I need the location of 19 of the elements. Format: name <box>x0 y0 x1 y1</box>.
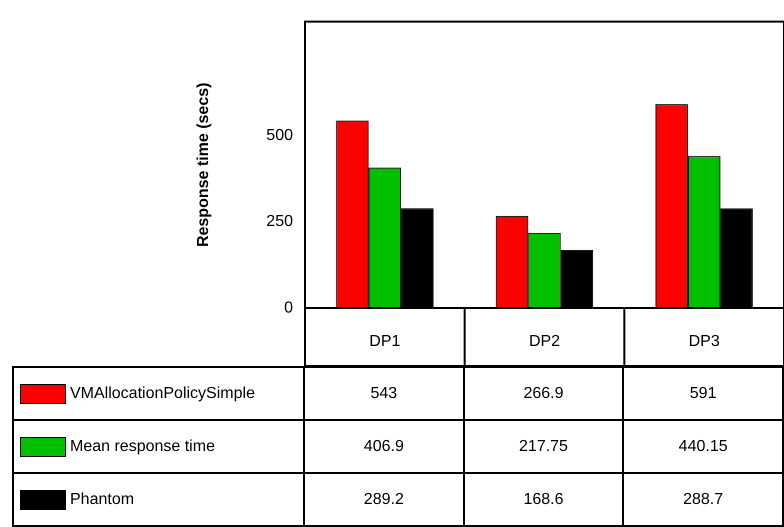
y-tick-label: 0 <box>284 299 294 316</box>
x-tick-label: DP1 <box>369 333 400 350</box>
legend-label: Phantom <box>70 490 134 508</box>
data-label: 289.2 <box>305 474 465 527</box>
data-label: 266.9 <box>464 368 624 421</box>
data-label: 217.75 <box>464 421 624 474</box>
legend-label: Mean response time <box>70 438 215 456</box>
data-label: 543 <box>305 368 465 421</box>
y-tick-label: 250 <box>266 213 294 230</box>
data-label: 440.15 <box>624 421 784 474</box>
y-axis-title: Response time (secs) <box>195 82 212 248</box>
data-label: 168.6 <box>464 474 624 527</box>
x-tick-label: DP3 <box>688 333 720 350</box>
data-label: 591 <box>624 368 784 421</box>
y-tick-label: 500 <box>266 126 294 144</box>
x-tick-label: DP2 <box>528 333 560 350</box>
data-label: 288.7 <box>624 474 784 527</box>
legend-label: VMAllocationPolicySimple <box>70 384 255 402</box>
data-label: 406.9 <box>305 421 465 474</box>
